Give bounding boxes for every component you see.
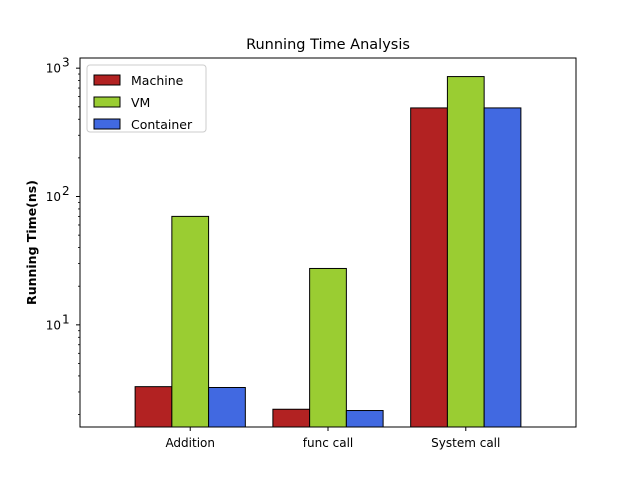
legend-swatch-container: [93, 118, 121, 130]
bar-container-addition: [208, 387, 246, 428]
bar-vm-func-call: [309, 267, 347, 428]
x-tick-label-func-call: func call: [303, 436, 353, 450]
y-tick-exponent-1000: 3: [62, 56, 70, 70]
bar-vm-system-call: [446, 76, 485, 428]
x-axis: Addition func call System call: [165, 427, 500, 450]
y-tick-exponent-100: 2: [62, 184, 70, 198]
bar-machine-func-call: [272, 408, 311, 428]
y-tick-exponent-10: 1: [62, 312, 70, 326]
chart-title: Running Time Analysis: [246, 37, 410, 53]
x-tick-label-addition: Addition: [165, 436, 215, 450]
legend-label-container: Container: [131, 117, 193, 132]
bar-machine-addition: [134, 386, 173, 428]
legend: Machine VM Container: [86, 64, 207, 133]
legend-swatch-vm: [93, 96, 121, 108]
legend-label-vm: VM: [131, 95, 150, 110]
bar-container-func-call: [345, 410, 384, 428]
bar-vm-addition: [171, 215, 210, 428]
y-axis-label: Running Time(ns): [24, 180, 39, 305]
bars-group: [134, 76, 522, 428]
legend-label-machine: Machine: [131, 73, 184, 88]
y-tick-label-1000: 10: [46, 62, 61, 76]
bar-machine-system-call: [410, 107, 448, 428]
y-tick-label-10: 10: [46, 318, 61, 332]
x-tick-label-system-call: System call: [431, 436, 500, 450]
legend-swatch-machine: [93, 74, 121, 86]
bar-container-system-call: [483, 107, 522, 428]
y-tick-label-100: 10: [46, 190, 61, 204]
